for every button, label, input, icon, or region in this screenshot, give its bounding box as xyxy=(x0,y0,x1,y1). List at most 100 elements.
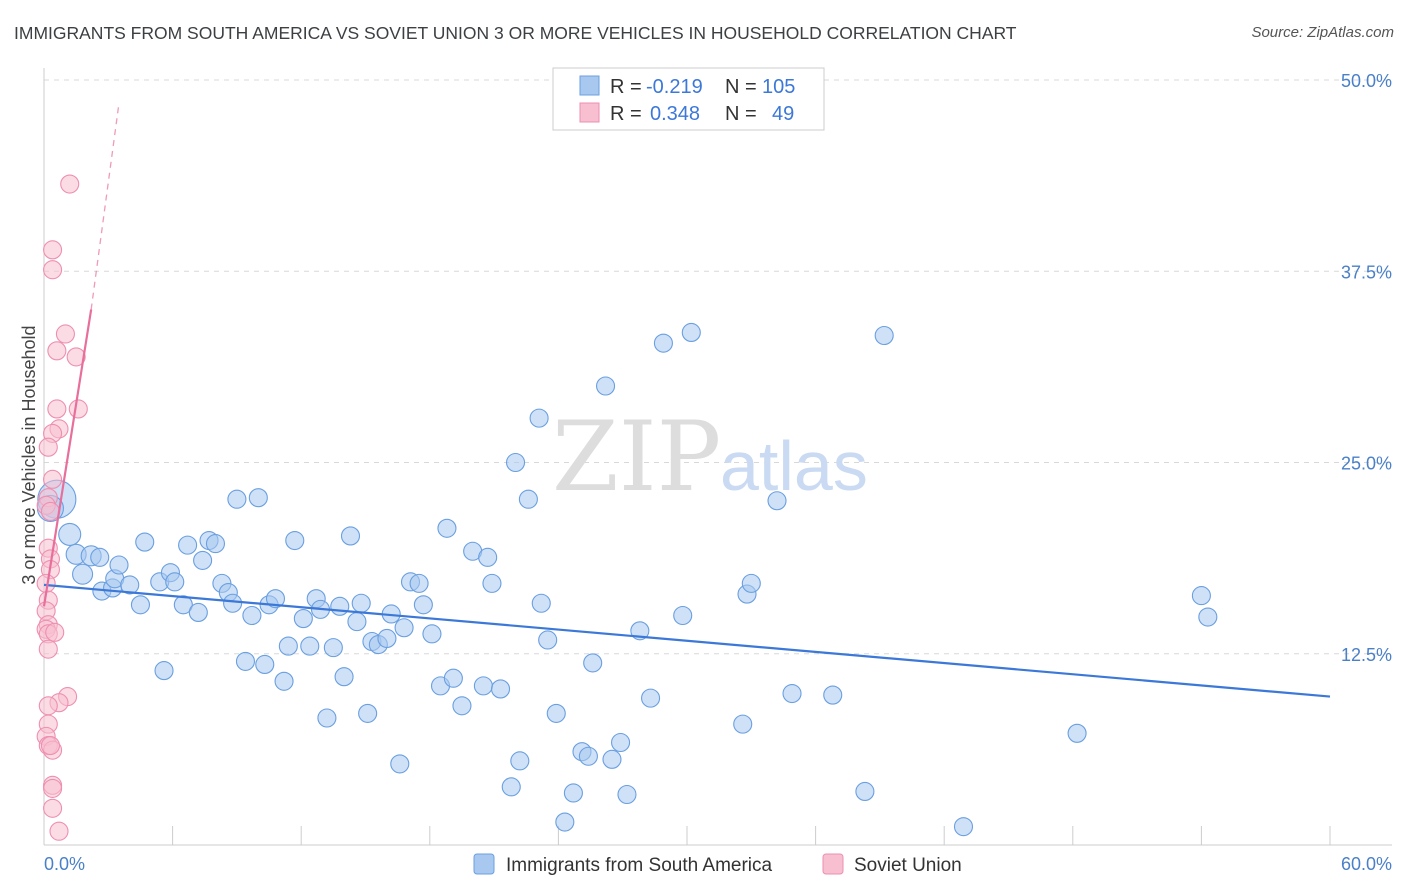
y-tick-label-3: 50.0% xyxy=(1341,71,1392,91)
point-south-america-97 xyxy=(874,325,894,346)
legend-n-label-2: N = xyxy=(725,103,757,125)
watermark-atlas: atlas xyxy=(720,427,868,505)
point-south-america-20 xyxy=(188,602,208,622)
point-south-america-57 xyxy=(413,595,433,615)
point-soviet-union-1 xyxy=(43,240,63,260)
point-south-america-65 xyxy=(478,547,498,567)
point-soviet-union-5 xyxy=(66,347,86,367)
point-soviet-union-35 xyxy=(43,778,63,798)
point-south-america-43 xyxy=(330,596,350,616)
point-south-america-30 xyxy=(248,488,268,508)
trend-lines xyxy=(42,102,1331,698)
y-tick-label-1: 25.0% xyxy=(1341,454,1392,474)
legend-n-label-1: N = xyxy=(725,76,757,98)
point-south-america-70 xyxy=(510,751,530,771)
point-south-america-73 xyxy=(531,593,551,613)
point-south-america-21 xyxy=(193,550,213,570)
point-south-america-74 xyxy=(538,630,558,650)
point-south-america-62 xyxy=(452,696,472,716)
point-south-america-86 xyxy=(641,688,661,708)
point-south-america-36 xyxy=(285,530,305,551)
point-south-america-54 xyxy=(394,618,414,638)
bottom-legend-swatch-pink xyxy=(822,853,844,875)
point-south-america-35 xyxy=(278,636,298,656)
point-south-america-96 xyxy=(855,781,875,802)
point-soviet-union-33 xyxy=(40,735,60,756)
point-south-america-60 xyxy=(437,518,457,538)
point-south-america-79 xyxy=(578,746,598,766)
point-south-america-87 xyxy=(653,333,673,353)
point-south-america-100 xyxy=(1191,586,1211,606)
point-south-america-46 xyxy=(347,612,367,632)
point-south-america-76 xyxy=(555,812,575,832)
point-soviet-union-37 xyxy=(49,821,69,841)
point-soviet-union-28 xyxy=(38,696,58,716)
legend-r-label-1: R = xyxy=(610,76,642,98)
point-south-america-28 xyxy=(235,651,256,671)
point-soviet-union-25 xyxy=(38,639,58,659)
axes xyxy=(43,68,1392,846)
point-south-america-101 xyxy=(1198,607,1218,627)
point-south-america-45 xyxy=(340,526,361,546)
point-south-america-98 xyxy=(953,817,974,837)
point-south-america-83 xyxy=(611,732,631,753)
point-south-america-80 xyxy=(583,653,603,673)
point-south-america-41 xyxy=(317,708,337,728)
point-soviet-union-4 xyxy=(47,341,67,361)
x-tick-label-max: 60.0% xyxy=(1341,854,1392,874)
point-south-america-48 xyxy=(358,703,378,723)
point-south-america-69 xyxy=(505,452,526,473)
point-soviet-union-2 xyxy=(43,260,63,280)
point-south-america-71 xyxy=(518,489,538,509)
point-south-america-27 xyxy=(227,489,247,509)
point-south-america-47 xyxy=(351,593,371,613)
trend-line-soviet-union xyxy=(42,309,93,607)
point-south-america-23 xyxy=(205,534,226,554)
legend-n-value-1: 105 xyxy=(762,76,795,98)
point-south-america-38 xyxy=(300,636,320,656)
grid-lines xyxy=(44,79,1392,655)
point-south-america-90 xyxy=(733,714,753,734)
point-south-america-94 xyxy=(782,683,802,704)
point-south-america-17 xyxy=(165,572,185,592)
point-south-america-26 xyxy=(223,593,243,613)
point-south-america-56 xyxy=(409,573,429,593)
bottom-legend-label-soviet-union: Soviet Union xyxy=(854,855,962,876)
point-south-america-51 xyxy=(377,628,397,649)
point-south-america-11 xyxy=(120,575,140,595)
point-south-america-77 xyxy=(563,783,583,803)
point-south-america-84 xyxy=(617,784,637,805)
watermark-zip: ZIP xyxy=(552,401,721,513)
point-south-america-95 xyxy=(823,685,843,705)
point-south-america-99 xyxy=(1067,723,1087,743)
point-south-america-31 xyxy=(255,654,275,675)
point-south-america-89 xyxy=(681,322,701,343)
point-south-america-53 xyxy=(390,754,410,774)
point-south-america-29 xyxy=(242,605,262,626)
chart-title: IMMIGRANTS FROM SOUTH AMERICA VS SOVIET … xyxy=(14,23,1017,43)
point-south-america-15 xyxy=(154,661,174,681)
point-south-america-81 xyxy=(596,376,616,396)
point-south-america-42 xyxy=(323,638,343,658)
y-axis-label: 3 or more Vehicles in Household xyxy=(19,325,39,584)
point-soviet-union-24 xyxy=(45,622,65,642)
point-south-america-37 xyxy=(293,609,313,629)
point-soviet-union-0 xyxy=(60,174,80,194)
point-soviet-union-7 xyxy=(68,399,88,419)
legend-box: R = -0.219 N = 105 R = 0.348 N = 49 xyxy=(552,67,825,131)
point-south-america-6 xyxy=(90,547,110,567)
point-soviet-union-11 xyxy=(43,469,63,489)
bottom-legend-swatch-blue xyxy=(473,853,495,875)
y-tick-labels: 12.5% 25.0% 37.5% 50.0% xyxy=(1341,71,1392,665)
legend-r-value-2: 0.348 xyxy=(650,103,700,125)
point-south-america-5 xyxy=(72,563,94,585)
point-soviet-union-10 xyxy=(38,437,58,457)
x-tick-labels: 0.0% 60.0% xyxy=(44,854,1392,874)
point-south-america-67 xyxy=(490,679,511,699)
point-south-america-13 xyxy=(135,532,155,552)
point-south-america-66 xyxy=(482,573,502,593)
legend-r-label-2: R = xyxy=(610,103,642,125)
point-south-america-68 xyxy=(501,777,521,797)
legend-swatch-blue xyxy=(579,75,600,96)
